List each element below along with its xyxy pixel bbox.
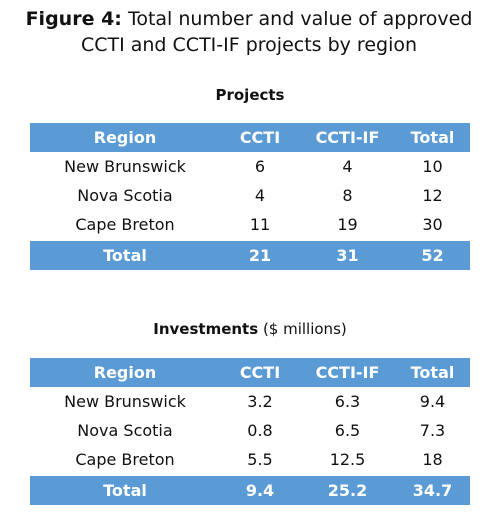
total-row: Total 21 31 52 [30,239,470,270]
cell: 34.7 [395,474,470,505]
cell: 10 [422,157,443,176]
cell: 25.2 [300,474,395,505]
table-heading: Projects [30,86,470,104]
cell: 0.8 [247,421,273,440]
total-row: Total 9.4 25.2 34.7 [30,474,470,505]
cell: 9.4 [220,474,300,505]
data-row: Nova Scotia 4 8 12 [30,181,470,210]
data-row: Cape Breton 11 19 30 [30,210,470,240]
cell: 7.3 [419,421,446,440]
cell: Cape Breton [75,215,175,234]
header-row: Region CCTI CCTI-IF Total [30,123,470,152]
cell: CCTI [220,358,300,387]
cell: CCTI-IF [300,358,395,387]
cell: 11 [249,215,271,234]
heading-text: Projects [215,86,285,104]
cell: 6 [254,157,266,176]
cell: Region [30,358,220,387]
cell: 19 [337,215,358,234]
cell: Total [395,123,470,152]
projects-table: Region CCTI CCTI-IF Total New Brunswick 6 4 10 N… [30,123,470,270]
cell: 18 [422,450,443,469]
cell: New Brunswick [64,392,186,411]
cell: Total [30,239,220,270]
cell: 12 [422,186,443,205]
cell: Total [395,358,470,387]
cell: 30 [422,215,443,234]
cell: 31 [300,239,395,270]
heading-unit: ($ millions) [262,320,347,338]
data-row: New Brunswick 3.2 6.3 9.4 [30,387,470,416]
figure-label: Figure 4: [25,8,122,30]
cell: 6.3 [334,392,361,411]
heading-text: Investments [153,320,259,338]
figure-title: Figure 4: Total number and value of appr… [10,6,488,58]
header-row: Region CCTI CCTI-IF Total [30,358,470,387]
table-heading: Investments ($ millions) [30,320,470,338]
cell: Region [30,123,220,152]
cell: 4 [342,157,353,176]
cell: 8 [342,186,353,205]
cell: 9.4 [419,392,446,411]
cell: 6.5 [334,421,361,440]
cell: 21 [220,239,300,270]
cell: Cape Breton [75,450,175,469]
cell: CCTI-IF [300,123,395,152]
cell: 12.5 [329,450,366,469]
data-row: Nova Scotia 0.8 6.5 7.3 [30,416,470,445]
cell: New Brunswick [64,157,186,176]
cell: Nova Scotia [77,186,173,205]
cell: 5.5 [247,450,273,469]
cell: 4 [254,186,266,205]
cell: Nova Scotia [77,421,173,440]
cell: CCTI [220,123,300,152]
cell: 3.2 [247,392,273,411]
investments-table: Region CCTI CCTI-IF Total New Brunswick 3.2 6.… [30,358,470,505]
cell: 52 [395,239,470,270]
figure-text: Total number and value of approved CCTI … [80,8,473,56]
cell: Total [30,474,220,505]
data-row: Cape Breton 5.5 12.5 18 [30,445,470,475]
data-row: New Brunswick 6 4 10 [30,152,470,181]
